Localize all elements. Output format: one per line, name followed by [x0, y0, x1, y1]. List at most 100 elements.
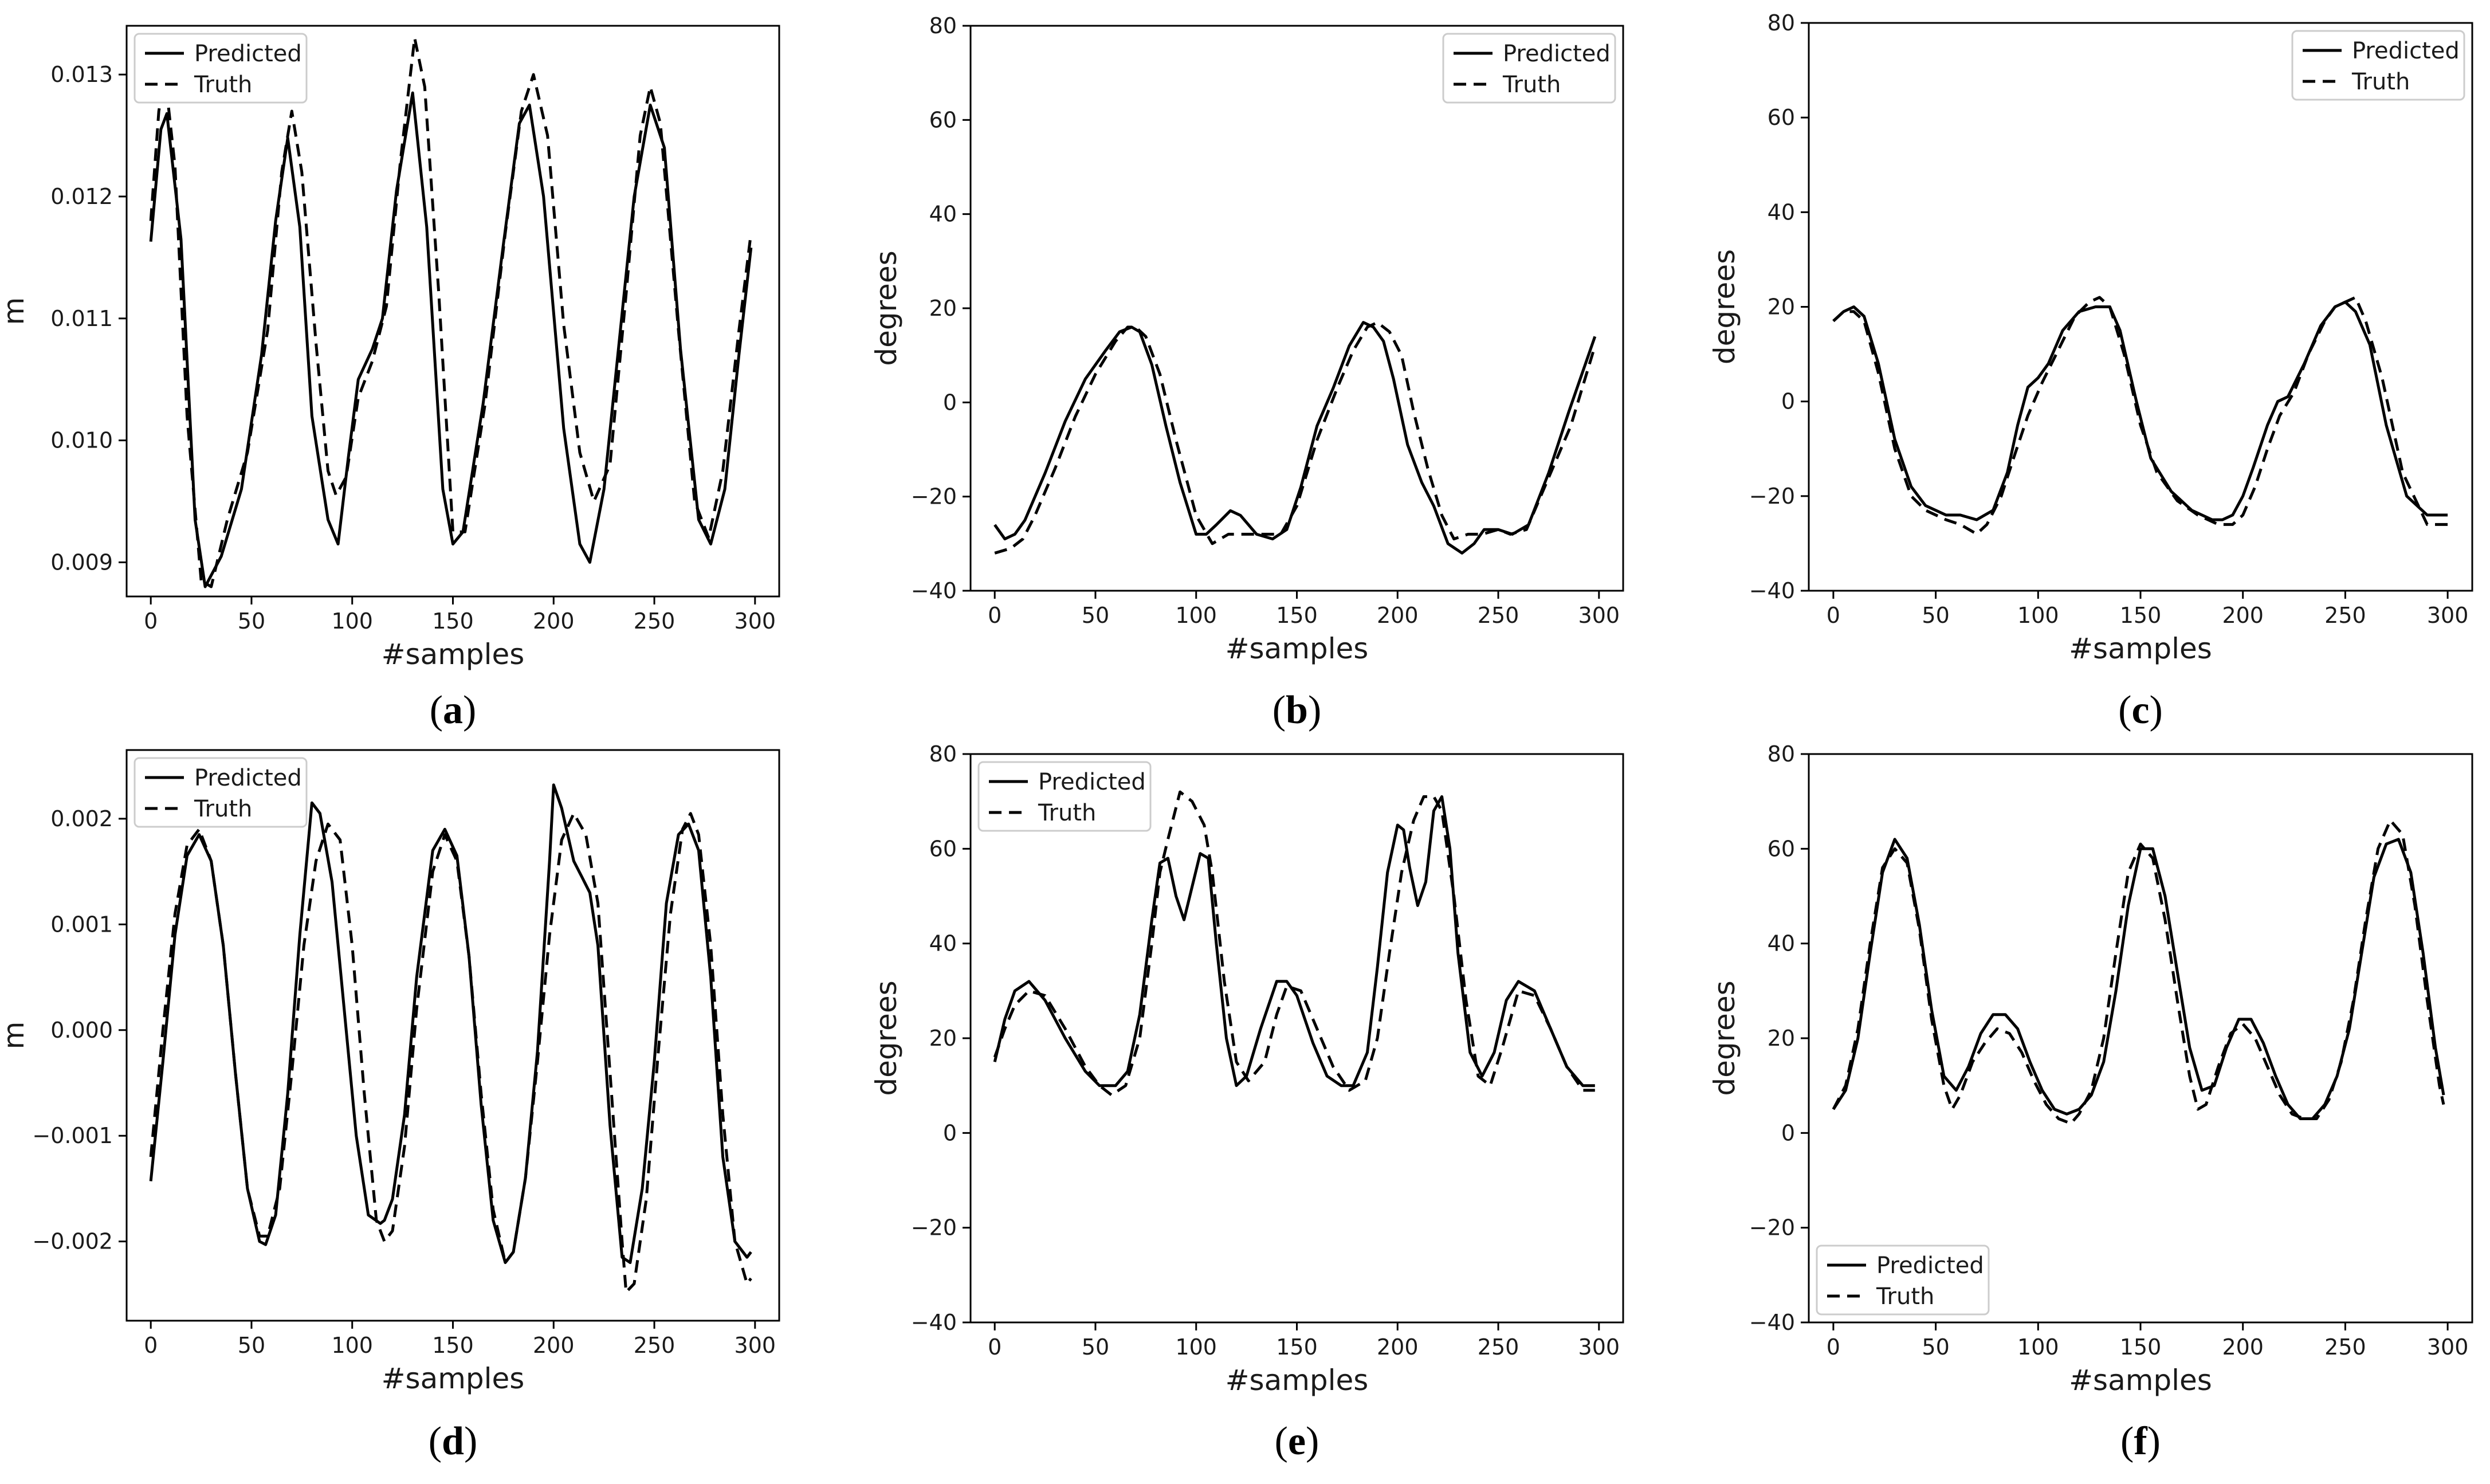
x-tick-label: 0	[144, 608, 158, 634]
x-tick-label: 300	[735, 1333, 776, 1358]
y-tick-label: 0	[943, 390, 957, 415]
plot-area	[1808, 22, 2473, 592]
x-tick-label: 200	[533, 608, 575, 634]
legend-label-truth: Truth	[1876, 1283, 1934, 1310]
x-tick-label: 50	[1082, 1334, 1109, 1360]
x-tick-label: 0	[1827, 603, 1840, 628]
y-axis-label: m	[0, 1022, 30, 1050]
x-axis-label: #samples	[382, 1362, 525, 1395]
y-tick-label: 20	[929, 1026, 957, 1051]
x-tick-label: 100	[2017, 1334, 2059, 1360]
x-axis-label: #samples	[2069, 632, 2212, 665]
x-tick-label: 0	[988, 603, 1002, 628]
y-tick-label: 0	[1781, 1120, 1795, 1145]
y-tick-label: −0.001	[32, 1123, 113, 1148]
y-axis-label: degrees	[1708, 249, 1741, 364]
chart-panel-b: 0 50 100 150 200 250 300 −40 −20 0 20 40 60 80 #sample…	[870, 13, 1624, 732]
legend-label-truth: Truth	[1502, 72, 1561, 98]
plot-area	[125, 749, 780, 1322]
panel-caption: (b)	[1273, 688, 1322, 732]
panel-caption: (e)	[1275, 1419, 1319, 1463]
y-axis-label: degrees	[870, 250, 903, 366]
x-tick-label: 100	[331, 608, 373, 634]
plot-area	[969, 753, 1624, 1324]
y-tick-label: −20	[1749, 1215, 1795, 1240]
legend-label-truth: Truth	[2351, 69, 2410, 95]
y-tick-label: 20	[929, 296, 957, 321]
y-tick-label: 40	[1768, 931, 1795, 956]
x-tick-label: 150	[1276, 1334, 1318, 1360]
legend-label-truth: Truth	[194, 796, 252, 822]
x-tick-label: 0	[1827, 1334, 1840, 1360]
y-tick-label: −20	[911, 1215, 957, 1240]
x-tick-label: 50	[1922, 603, 1949, 628]
x-tick-label: 250	[1478, 603, 1519, 628]
x-tick-label: 250	[634, 608, 675, 634]
series-line-truth	[149, 36, 753, 588]
x-tick-label: 0	[988, 1334, 1002, 1360]
legend: Predicted Truth	[1442, 33, 1616, 104]
panel-caption: (f)	[2120, 1419, 2161, 1463]
legend-label-truth: Truth	[1038, 800, 1096, 826]
series-line-predicted	[993, 321, 1597, 555]
x-tick-label: 150	[432, 1333, 474, 1358]
x-tick-label: 100	[331, 1333, 373, 1358]
x-axis-label: #samples	[1226, 632, 1369, 665]
x-tick-label: 300	[2427, 603, 2469, 628]
legend-label-predicted: Predicted	[1876, 1253, 1984, 1279]
x-tick-label: 300	[1578, 1334, 1620, 1360]
legend: Predicted Truth	[133, 33, 308, 104]
y-axis-label: degrees	[1708, 980, 1741, 1096]
series-line-truth	[1832, 819, 2445, 1125]
chart-panel-a: 0 50 100 150 200 250 300 0.009 0.010 0.011 0.012 0.…	[0, 25, 780, 732]
y-tick-label: 0.013	[50, 62, 113, 87]
y-tick-label: 60	[929, 107, 957, 132]
x-tick-label: 150	[2120, 603, 2162, 628]
legend-label-predicted: Predicted	[194, 765, 302, 791]
y-tick-label: 40	[1768, 199, 1795, 225]
x-tick-label: 300	[2427, 1334, 2469, 1360]
y-tick-label: 80	[929, 741, 957, 767]
x-axis-label: #samples	[382, 638, 525, 671]
series-line-predicted	[149, 783, 752, 1265]
y-tick-label: 0	[1781, 389, 1795, 414]
y-axis-label: m	[0, 297, 30, 325]
x-tick-label: 250	[2324, 603, 2366, 628]
y-tick-label: −40	[911, 578, 957, 603]
y-tick-label: −40	[1749, 578, 1795, 603]
legend: Predicted Truth	[133, 757, 308, 828]
x-tick-label: 250	[1478, 1334, 1519, 1360]
series-line-predicted	[1832, 300, 2448, 521]
y-tick-label: 60	[929, 836, 957, 861]
x-tick-label: 50	[238, 1333, 265, 1358]
y-tick-label: 80	[929, 13, 957, 38]
x-tick-label: 50	[1082, 603, 1109, 628]
x-tick-label: 50	[1922, 1334, 1949, 1360]
y-tick-label: 20	[1768, 295, 1795, 320]
y-tick-label: 0.009	[50, 549, 113, 575]
series-line-predicted	[993, 795, 1595, 1088]
series-line-truth	[1832, 296, 2448, 536]
x-tick-label: 300	[1578, 603, 1620, 628]
series-line-truth	[149, 812, 752, 1294]
x-tick-label: 150	[432, 608, 474, 634]
x-tick-label: 50	[238, 608, 265, 634]
panel-caption: (a)	[430, 688, 477, 732]
y-axis-label: degrees	[870, 980, 903, 1096]
series-line-truth	[993, 790, 1595, 1097]
y-tick-label: 80	[1768, 741, 1795, 767]
y-tick-label: 60	[1768, 105, 1795, 130]
series-line-truth	[994, 321, 1597, 555]
x-tick-label: 0	[144, 1333, 158, 1358]
x-tick-label: 200	[1377, 603, 1419, 628]
x-tick-label: 200	[533, 1333, 575, 1358]
x-tick-label: 300	[735, 608, 776, 634]
legend-label-predicted: Predicted	[2352, 38, 2460, 64]
y-tick-label: −20	[911, 484, 957, 509]
chart-panel-e: 0 50 100 150 200 250 300 −40 −20 0 20 40 60 80 #sample…	[870, 741, 1624, 1463]
x-tick-label: 100	[1175, 1334, 1217, 1360]
legend-label-predicted: Predicted	[1038, 769, 1146, 795]
y-tick-label: −20	[1749, 484, 1795, 509]
x-tick-label: 200	[2222, 603, 2264, 628]
